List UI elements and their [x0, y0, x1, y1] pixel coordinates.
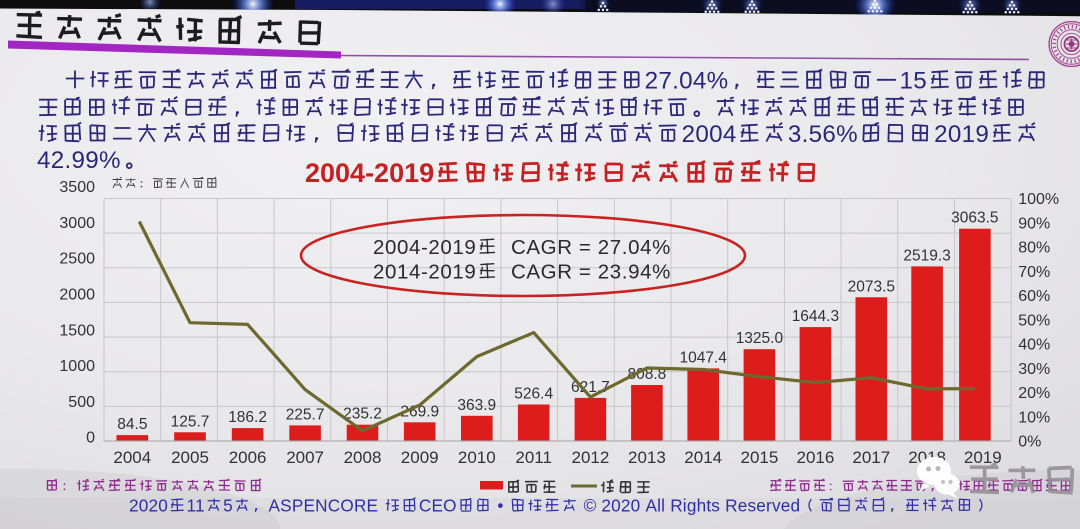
svg-text:2500: 2500 [59, 251, 95, 268]
svg-text:3500: 3500 [59, 179, 95, 196]
svg-text:80%: 80% [1018, 240, 1050, 257]
svg-text:ASPENCORE: ASPENCORE [269, 496, 379, 516]
svg-text:40%: 40% [1018, 337, 1050, 354]
svg-text:1500: 1500 [59, 322, 95, 339]
svg-text:2004-2019: 2004-2019 [305, 158, 434, 188]
svg-text:363.9: 363.9 [457, 397, 496, 414]
svg-text:3063.5: 3063.5 [951, 210, 998, 227]
svg-text:3.56%: 3.56% [788, 121, 858, 148]
svg-text:186.2: 186.2 [228, 409, 267, 426]
svg-text:225.7: 225.7 [286, 406, 325, 423]
svg-text:50%: 50% [1018, 312, 1050, 329]
svg-text:3000: 3000 [59, 215, 95, 232]
svg-text:2020: 2020 [129, 496, 168, 516]
svg-text:Rights: Rights [670, 496, 720, 516]
svg-text:526.4: 526.4 [514, 386, 553, 403]
svg-text:CAGR: CAGR [511, 236, 573, 259]
svg-text:2019: 2019 [964, 448, 1002, 467]
svg-text:30%: 30% [1018, 361, 1050, 378]
svg-text:2017: 2017 [852, 448, 890, 467]
svg-text:Reserved: Reserved [725, 496, 800, 516]
svg-text:500: 500 [68, 394, 95, 411]
svg-text:2004: 2004 [113, 448, 151, 467]
svg-text:125.7: 125.7 [171, 413, 210, 430]
svg-text:2009: 2009 [401, 448, 439, 467]
svg-text:15: 15 [900, 68, 928, 95]
svg-text:2004-2019: 2004-2019 [373, 236, 476, 259]
svg-text:2015: 2015 [741, 448, 779, 467]
svg-text:2008: 2008 [344, 448, 382, 467]
svg-text:70%: 70% [1018, 264, 1050, 281]
svg-text:2519.3: 2519.3 [903, 247, 950, 264]
svg-text:©: © [584, 496, 597, 516]
svg-text:1325.0: 1325.0 [736, 330, 784, 347]
svg-text:5: 5 [223, 496, 233, 516]
svg-text:808.8: 808.8 [628, 366, 667, 383]
svg-text:=: = [579, 261, 592, 284]
svg-text:•: • [497, 496, 503, 516]
svg-text:2000: 2000 [59, 287, 95, 304]
svg-text:2011: 2011 [515, 448, 552, 467]
svg-text:2012: 2012 [572, 448, 610, 467]
svg-text:2073.5: 2073.5 [848, 278, 895, 295]
svg-text:1000: 1000 [59, 358, 95, 375]
svg-text:42.99%: 42.99% [37, 147, 121, 174]
svg-text:0: 0 [86, 430, 95, 447]
svg-text:27.04%: 27.04% [598, 236, 671, 259]
svg-text:269.9: 269.9 [400, 403, 439, 420]
svg-text:27.04%: 27.04% [645, 68, 729, 95]
svg-text:2020: 2020 [601, 496, 640, 516]
svg-text:11: 11 [187, 496, 205, 516]
svg-text:90%: 90% [1018, 215, 1050, 232]
svg-text:2014-2019: 2014-2019 [373, 261, 476, 284]
svg-text:1047.4: 1047.4 [680, 349, 728, 366]
svg-text:2007: 2007 [286, 448, 324, 467]
svg-text:2013: 2013 [628, 448, 666, 467]
svg-text:2004: 2004 [682, 121, 737, 148]
svg-text:2016: 2016 [797, 448, 835, 467]
svg-text:20%: 20% [1018, 385, 1050, 402]
svg-text:1644.3: 1644.3 [792, 308, 839, 325]
svg-text:0%: 0% [1018, 434, 1041, 451]
svg-text:2019: 2019 [934, 121, 989, 148]
svg-text:23.94%: 23.94% [598, 261, 671, 284]
svg-text:=: = [579, 236, 592, 259]
svg-text:84.5: 84.5 [117, 416, 147, 433]
svg-text:2005: 2005 [171, 448, 209, 467]
svg-text:235.2: 235.2 [343, 406, 382, 423]
svg-text:2014: 2014 [684, 448, 722, 467]
svg-text:All: All [646, 496, 666, 516]
svg-text:2010: 2010 [458, 448, 496, 467]
svg-text:100%: 100% [1018, 191, 1059, 208]
svg-text:60%: 60% [1018, 288, 1050, 305]
svg-text:10%: 10% [1018, 409, 1050, 426]
svg-text:2006: 2006 [229, 448, 267, 467]
svg-text:CEO: CEO [419, 496, 457, 516]
svg-text:CAGR: CAGR [511, 261, 573, 284]
